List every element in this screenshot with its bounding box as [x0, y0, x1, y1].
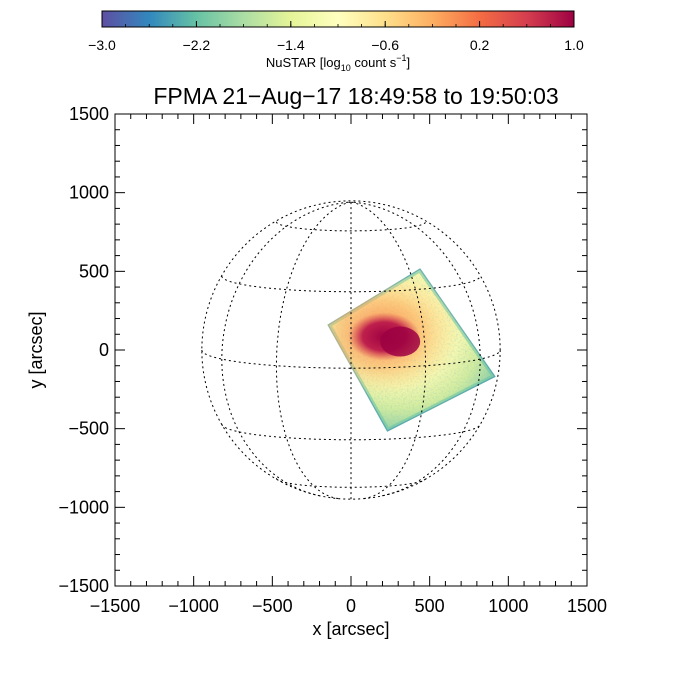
axis-ticks	[114, 113, 588, 587]
y-tick-label: −1000	[58, 497, 109, 517]
x-tick-label: −1500	[90, 596, 141, 616]
x-tick-label: 1500	[567, 596, 607, 616]
x-axis-label: x [arcsec]	[312, 619, 389, 639]
colorbar-tick-label: 1.0	[564, 37, 584, 53]
x-tick-label: 500	[415, 596, 445, 616]
colorbar-tick-label: −3.0	[88, 37, 116, 53]
chart-title: FPMA 21−Aug−17 18:49:58 to 19:50:03	[153, 83, 558, 109]
y-tick-label: 500	[79, 261, 109, 281]
y-tick-label: 1000	[69, 183, 109, 203]
plot-area	[201, 200, 501, 500]
solar-limb	[201, 200, 501, 500]
solar-grid	[201, 200, 501, 500]
longitude-line	[350, 201, 481, 497]
source-peak	[380, 326, 421, 357]
colorbar-tick-label: −2.2	[183, 37, 211, 53]
y-tick-label: −500	[68, 419, 109, 439]
colorbar: −3.0 −2.2 −1.4 −0.6 0.2 1.0 NuSTAR [log10 cou…	[88, 10, 584, 73]
x-tick-label: −500	[252, 596, 293, 616]
x-tick-label: 0	[346, 596, 356, 616]
longitude-line	[350, 201, 427, 499]
x-tick-label: −1000	[168, 596, 219, 616]
y-tick-label: 0	[99, 340, 109, 360]
colorbar-tick-label: −0.6	[371, 37, 399, 53]
x-tick-labels: −1500 −1000 −500 0 500 1000 1500	[90, 596, 607, 616]
longitude-line	[221, 201, 352, 497]
longitude-line	[275, 201, 352, 499]
y-tick-labels: −1500 −1000 −500 0 500 1000 1500	[58, 104, 109, 596]
y-axis-label: y [arcsec]	[26, 311, 46, 388]
colorbar-tick-label: 0.2	[470, 37, 490, 53]
y-tick-label: −1500	[58, 576, 109, 596]
colorbar-ticks: −3.0 −2.2 −1.4 −0.6 0.2 1.0	[88, 21, 584, 53]
colorbar-tick-label: −1.4	[277, 37, 305, 53]
latitude-line	[275, 221, 427, 232]
y-tick-label: 1500	[69, 104, 109, 124]
x-tick-label: 1000	[488, 596, 528, 616]
colorbar-label: NuSTAR [log10 count s−1]	[266, 53, 410, 73]
